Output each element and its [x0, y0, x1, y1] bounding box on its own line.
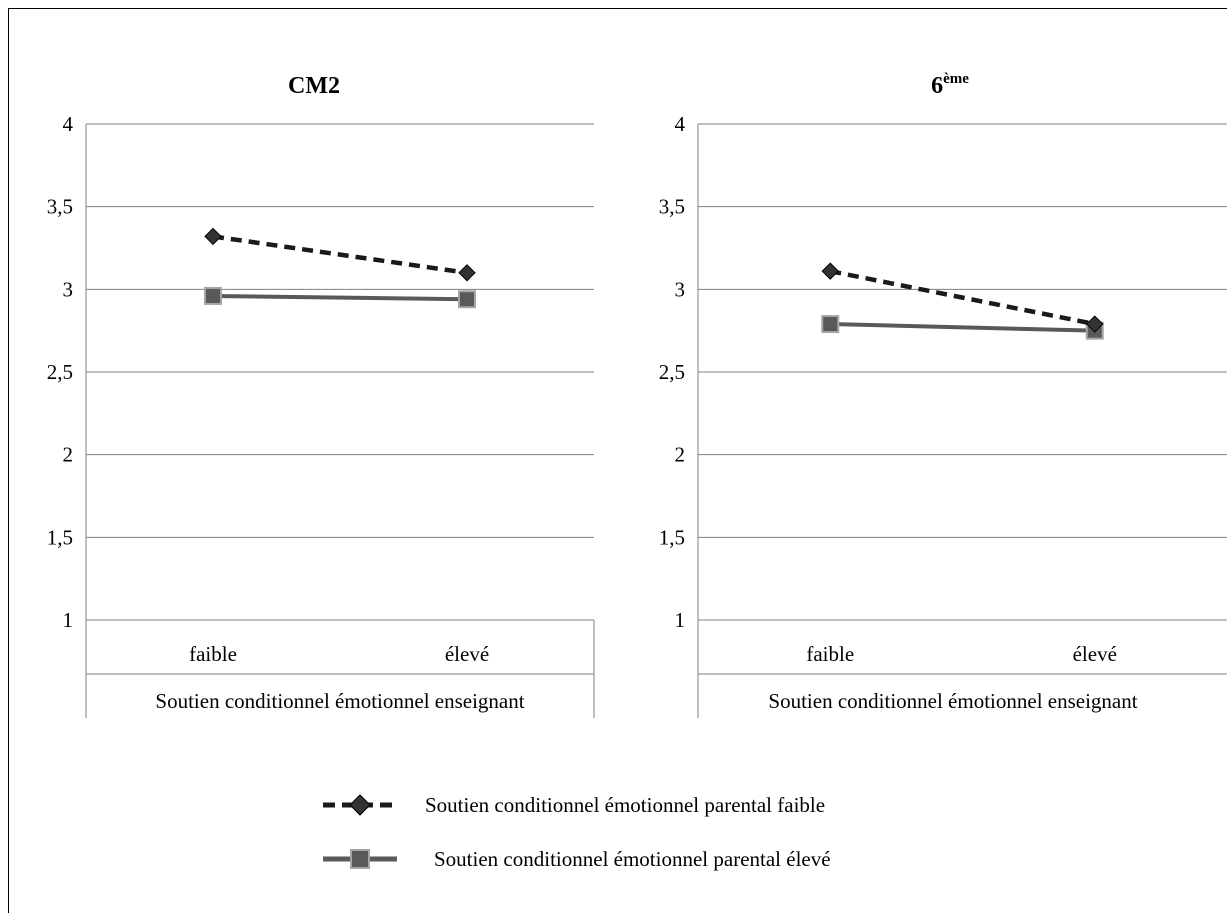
data-point-diamond — [458, 264, 476, 282]
data-point-diamond — [1086, 315, 1104, 333]
panel-6eme-title-main: 6 — [931, 73, 943, 99]
x-category-label: élevé — [445, 642, 489, 666]
y-tick-label: 2 — [63, 443, 74, 467]
panel-cm2-title: CM2 — [288, 73, 340, 99]
legend: Soutien conditionnel émotionnel parental… — [323, 793, 831, 871]
panel-cm2: 1 1,5 2 2,5 3 3,5 4 faible élevé — [47, 112, 595, 718]
y-tick-label: 1,5 — [659, 525, 685, 549]
panel-6eme-title-sup: ème — [943, 71, 969, 87]
y-tick-label: 2,5 — [659, 360, 685, 384]
legend-label-parental-faible: Soutien conditionnel émotionnel parental… — [425, 793, 825, 817]
y-tick-label: 2,5 — [47, 360, 73, 384]
panel-6eme: 1 1,5 2 2,5 3 3,5 4 faible élevé — [659, 112, 1227, 718]
x-category-label: faible — [189, 642, 237, 666]
y-tick-label: 3,5 — [659, 195, 685, 219]
y-tick-label: 3,5 — [47, 195, 73, 219]
panel-6eme-title: 6ème — [931, 71, 969, 99]
legend-diamond-marker — [349, 794, 371, 816]
data-point-square — [204, 286, 222, 305]
series-line-parental-faible — [212, 234, 468, 276]
x-category-label: élevé — [1073, 642, 1117, 666]
y-tick-label: 1,5 — [47, 525, 73, 549]
y-tick-label: 1 — [675, 608, 686, 632]
data-point-square — [458, 290, 476, 309]
data-point-diamond — [204, 227, 222, 246]
y-tick-label: 3 — [63, 277, 74, 301]
legend-square-marker — [350, 849, 370, 869]
series-line-parental-eleve — [212, 293, 468, 302]
panel-cm2-x-axis-label: Soutien conditionnel émotionnel enseigna… — [155, 689, 524, 713]
data-point-square — [821, 315, 840, 334]
panel-6eme-x-axis-label: Soutien conditionnel émotionnel enseigna… — [768, 689, 1137, 713]
x-category-label: faible — [806, 642, 854, 666]
series-line-parental-eleve — [830, 322, 1095, 333]
y-tick-label: 4 — [63, 112, 74, 136]
data-point-diamond — [821, 262, 839, 280]
figure-frame — [8, 8, 1227, 913]
y-tick-label: 1 — [63, 608, 74, 632]
y-tick-label: 4 — [675, 112, 686, 136]
series-line-parental-faible — [829, 268, 1096, 327]
y-tick-label: 3 — [675, 277, 686, 301]
y-tick-label: 2 — [675, 443, 686, 467]
legend-label-parental-eleve: Soutien conditionnel émotionnel parental… — [434, 847, 831, 871]
